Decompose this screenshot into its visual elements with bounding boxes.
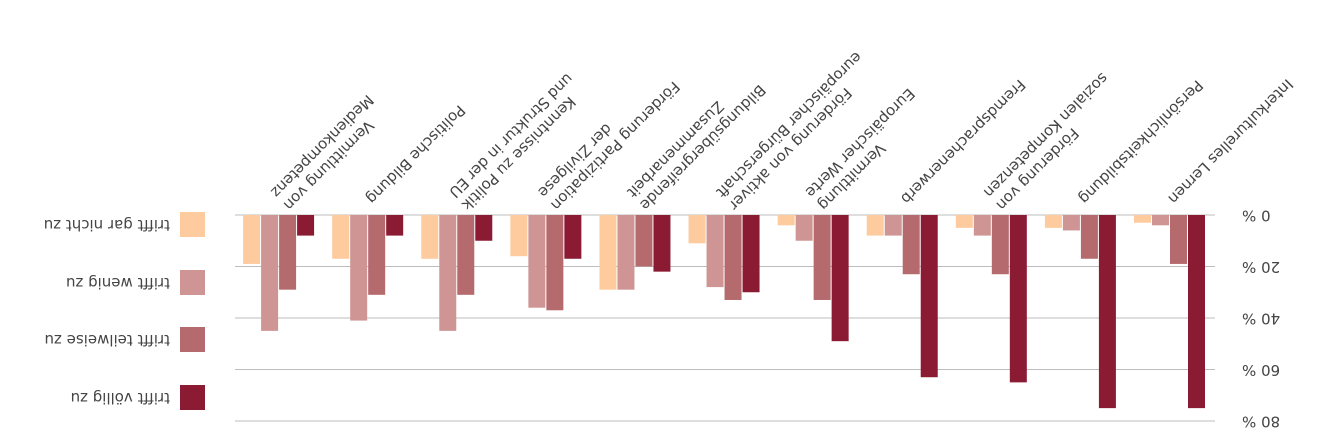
legend-swatch [180, 327, 205, 352]
bar [920, 215, 938, 378]
bar [902, 215, 920, 275]
legend-label: trifft wenig zu [66, 274, 170, 292]
bar [599, 215, 617, 290]
bar [564, 215, 582, 259]
bar [261, 215, 279, 331]
bar [439, 215, 457, 331]
bar [421, 215, 439, 259]
y-tick-label: 20 % [1242, 258, 1280, 276]
bar [813, 215, 831, 300]
legend-swatch [180, 270, 205, 295]
bar [1170, 215, 1187, 264]
bar [991, 215, 1009, 275]
bar [1188, 215, 1205, 409]
y-tick-label: 80 % [1242, 413, 1280, 431]
bar [688, 215, 706, 244]
legend-label: trifft völlig zu [71, 389, 170, 407]
bar [350, 215, 368, 321]
bar [457, 215, 475, 295]
bar [1134, 215, 1151, 223]
y-tick-label: 0 % [1242, 207, 1271, 225]
bar [973, 215, 991, 236]
bar [831, 215, 849, 342]
bar [1062, 215, 1080, 231]
bar [1044, 215, 1062, 228]
legend-swatch [180, 385, 205, 410]
bar [742, 215, 760, 293]
bar [1080, 215, 1098, 259]
bar [1009, 215, 1027, 383]
bar [528, 215, 546, 308]
y-tick-label: 40 % [1242, 310, 1280, 328]
y-tick-label: 60 % [1242, 361, 1280, 379]
bar [243, 215, 261, 264]
bar [777, 215, 795, 226]
legend-label: trifft teilweise zu [44, 331, 170, 349]
legend-swatch [180, 212, 205, 237]
bar [866, 215, 884, 236]
bar [795, 215, 813, 241]
bar [368, 215, 386, 295]
bar [955, 215, 973, 228]
bar [332, 215, 350, 259]
bar [510, 215, 528, 257]
bar [653, 215, 671, 272]
bar [706, 215, 724, 288]
bar [475, 215, 493, 241]
bar [297, 215, 315, 236]
bar [617, 215, 635, 290]
bar [546, 215, 564, 311]
bar [279, 215, 297, 290]
bar [724, 215, 742, 300]
legend-label: trifft gar nicht zu [44, 216, 170, 234]
bar [635, 215, 653, 267]
bar [884, 215, 902, 236]
bar [1098, 215, 1116, 409]
bar [386, 215, 404, 236]
bar [1152, 215, 1169, 226]
